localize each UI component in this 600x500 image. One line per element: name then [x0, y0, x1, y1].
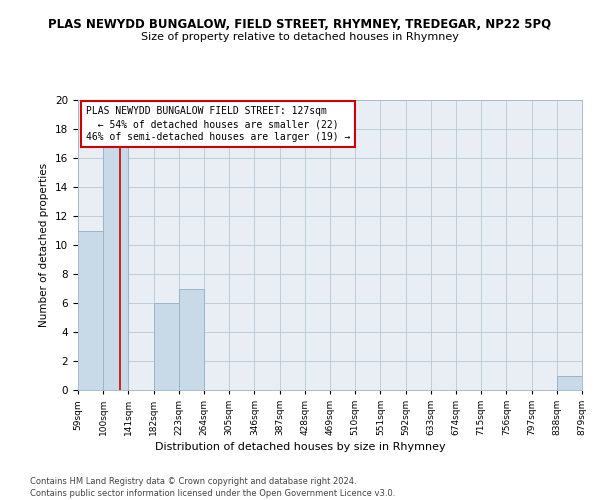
Text: PLAS NEWYDD BUNGALOW, FIELD STREET, RHYMNEY, TREDEGAR, NP22 5PQ: PLAS NEWYDD BUNGALOW, FIELD STREET, RHYM… [49, 18, 551, 30]
Text: Contains HM Land Registry data © Crown copyright and database right 2024.: Contains HM Land Registry data © Crown c… [30, 478, 356, 486]
Bar [154, 303, 179, 390]
Text: Contains public sector information licensed under the Open Government Licence v3: Contains public sector information licen… [30, 489, 395, 498]
Bar [557, 376, 582, 390]
Bar [179, 288, 204, 390]
Y-axis label: Number of detached properties: Number of detached properties [40, 163, 49, 327]
Bar [103, 114, 128, 390]
Text: Distribution of detached houses by size in Rhymney: Distribution of detached houses by size … [155, 442, 445, 452]
Text: Size of property relative to detached houses in Rhymney: Size of property relative to detached ho… [141, 32, 459, 42]
Bar [78, 230, 103, 390]
Text: PLAS NEWYDD BUNGALOW FIELD STREET: 127sqm
  ← 54% of detached houses are smaller: PLAS NEWYDD BUNGALOW FIELD STREET: 127sq… [86, 106, 350, 142]
